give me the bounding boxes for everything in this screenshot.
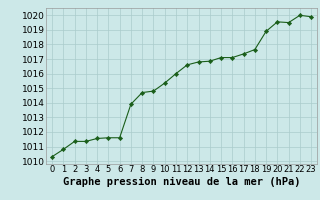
X-axis label: Graphe pression niveau de la mer (hPa): Graphe pression niveau de la mer (hPa): [63, 177, 300, 187]
